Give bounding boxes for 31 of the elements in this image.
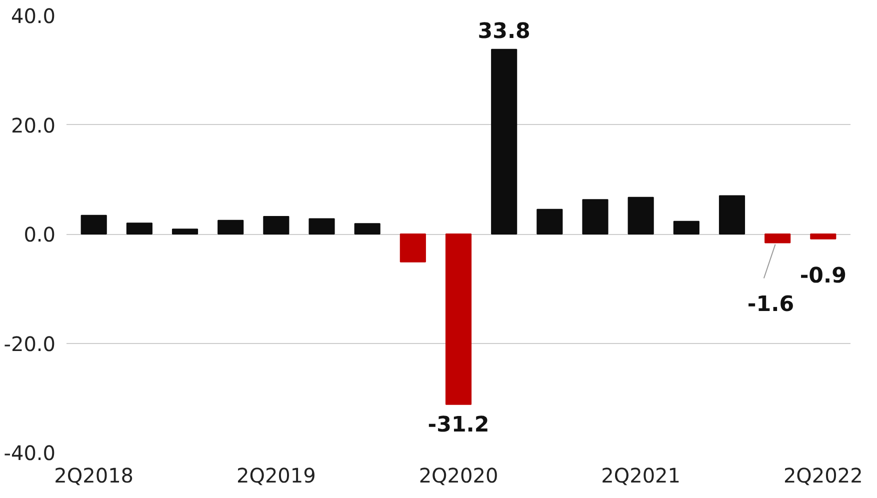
x-tick-label: 2Q2022 — [783, 464, 863, 488]
bar — [810, 234, 836, 240]
y-tick-label: 40.0 — [10, 4, 56, 28]
bar — [308, 218, 335, 234]
x-tick-label: 2Q2019 — [236, 464, 316, 488]
bar — [126, 222, 152, 234]
data-label: -1.6 — [747, 292, 794, 317]
bar — [673, 220, 700, 234]
y-tick-label: -20.0 — [4, 332, 56, 356]
bar — [172, 228, 198, 234]
data-label: 33.8 — [478, 19, 530, 44]
data-label: -31.2 — [428, 412, 490, 438]
x-tick-label: 2Q2020 — [418, 464, 498, 488]
bar — [536, 208, 563, 234]
bar — [628, 196, 654, 234]
bar — [218, 220, 244, 234]
bar — [263, 216, 290, 234]
bar — [582, 199, 608, 234]
bar — [80, 214, 107, 234]
bar — [764, 234, 791, 244]
y-tick-label: 20.0 — [10, 113, 56, 138]
y-tick-label: 0.0 — [24, 222, 56, 246]
x-tick-label: 2Q2021 — [601, 464, 681, 488]
bar — [354, 223, 380, 234]
y-tick-label: -40.0 — [4, 441, 56, 465]
bar — [400, 234, 426, 262]
data-label: -0.9 — [800, 263, 846, 288]
x-tick-label: 2Q2018 — [54, 464, 134, 488]
bar — [491, 48, 518, 234]
bar — [445, 234, 472, 405]
bar — [718, 195, 746, 234]
